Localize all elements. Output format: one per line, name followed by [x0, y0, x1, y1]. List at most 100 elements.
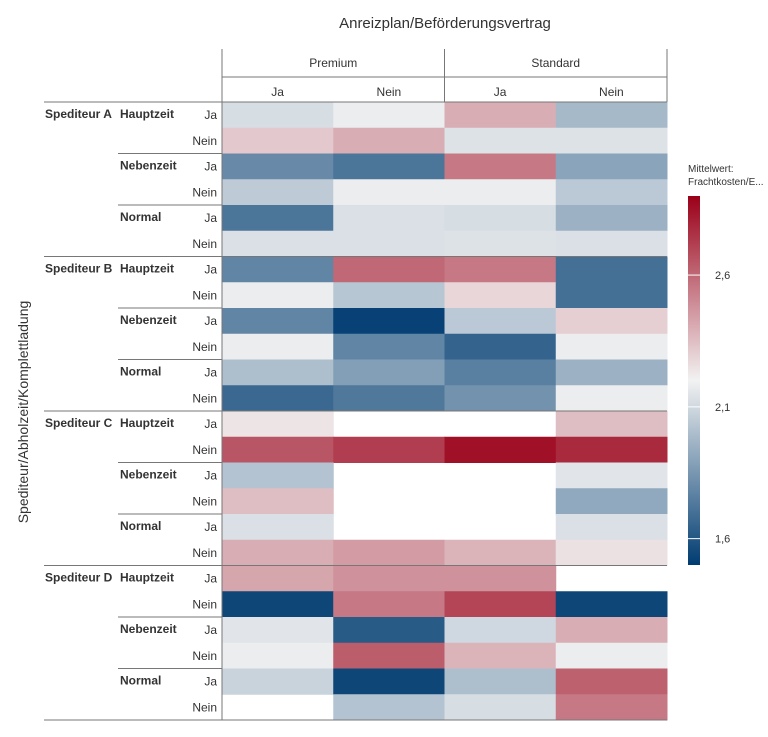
cell-1-0	[222, 127, 334, 154]
cell-10-3	[555, 359, 668, 386]
cell-21-2	[444, 642, 557, 669]
cell-0-1	[333, 102, 445, 129]
cell-11-2	[444, 385, 557, 412]
full-load-label: Ja	[204, 366, 217, 380]
full-load-label: Ja	[204, 211, 217, 225]
cell-11-0	[222, 385, 334, 412]
carrier-label: Spediteur A	[45, 107, 112, 121]
cell-10-0	[222, 359, 334, 386]
cell-12-0	[222, 411, 334, 438]
cell-8-0	[222, 308, 334, 335]
cell-12-3	[555, 411, 668, 438]
pickup-time-label: Nebenzeit	[120, 622, 177, 636]
cell-9-3	[555, 333, 668, 360]
carrier-label: Spediteur B	[45, 262, 113, 276]
legend-tick-label: 2,1	[715, 402, 730, 414]
pickup-time-label: Hauptzeit	[120, 416, 174, 430]
column-group-label: Premium	[309, 56, 357, 70]
cell-21-3	[555, 642, 668, 669]
cell-17-0	[222, 539, 334, 566]
full-load-label: Ja	[204, 469, 217, 483]
cell-5-0	[222, 230, 334, 257]
full-load-label: Nein	[192, 700, 217, 714]
column-sub-label: Ja	[494, 85, 507, 99]
full-load-label: Ja	[204, 314, 217, 328]
full-load-label: Ja	[204, 263, 217, 277]
cell-18-0	[222, 565, 334, 592]
cell-17-1	[333, 539, 445, 566]
cell-23-2	[444, 694, 557, 721]
legend-title-line-2: Frachtkosten/E...	[688, 177, 764, 188]
cell-22-2	[444, 668, 557, 695]
cell-3-2	[444, 179, 557, 206]
cell-13-1	[333, 436, 445, 463]
full-load-label: Ja	[204, 572, 217, 586]
y-axis-label: Spediteur/Abholzeit/Komplettladung	[15, 301, 31, 524]
pickup-time-label: Hauptzeit	[120, 262, 174, 276]
cell-4-3	[555, 205, 668, 232]
cell-21-1	[333, 642, 445, 669]
cell-15-3	[555, 488, 668, 515]
cell-19-1	[333, 591, 445, 618]
cell-15-0	[222, 488, 334, 515]
cell-20-2	[444, 617, 557, 644]
cell-2-2	[444, 153, 557, 180]
cell-3-1	[333, 179, 445, 206]
cell-14-3	[555, 462, 668, 489]
pickup-time-label: Nebenzeit	[120, 468, 177, 482]
cell-1-1	[333, 127, 445, 154]
full-load-label: Nein	[192, 237, 217, 251]
cell-0-2	[444, 102, 557, 129]
cell-8-1	[333, 308, 445, 335]
cell-20-3	[555, 617, 668, 644]
full-load-label: Ja	[204, 623, 217, 637]
column-sub-label: Nein	[599, 85, 624, 99]
cell-16-3	[555, 514, 668, 541]
cell-6-0	[222, 256, 334, 283]
cell-20-0	[222, 617, 334, 644]
cell-2-0	[222, 153, 334, 180]
full-load-label: Nein	[192, 185, 217, 199]
full-load-label: Ja	[204, 160, 217, 174]
full-load-label: Ja	[204, 417, 217, 431]
cell-10-2	[444, 359, 557, 386]
cell-11-1	[333, 385, 445, 412]
cell-2-1	[333, 153, 445, 180]
pickup-time-label: Nebenzeit	[120, 313, 177, 327]
column-sub-label: Ja	[271, 85, 284, 99]
full-load-label: Nein	[192, 134, 217, 148]
cell-7-1	[333, 282, 445, 309]
full-load-label: Nein	[192, 494, 217, 508]
cell-7-0	[222, 282, 334, 309]
cell-16-0	[222, 514, 334, 541]
heatmap-cells	[222, 102, 668, 721]
cell-19-0	[222, 591, 334, 618]
cell-9-1	[333, 333, 445, 360]
cell-8-2	[444, 308, 557, 335]
chart-title: Anreizplan/Beförderungsvertrag	[339, 15, 551, 32]
full-load-label: Nein	[192, 649, 217, 663]
cell-4-1	[333, 205, 445, 232]
cell-5-2	[444, 230, 557, 257]
column-sub-label: Nein	[377, 85, 402, 99]
cell-6-3	[555, 256, 668, 283]
full-load-label: Ja	[204, 675, 217, 689]
cell-0-3	[555, 102, 668, 129]
cell-5-3	[555, 230, 668, 257]
cell-13-2	[444, 436, 557, 463]
pickup-time-label: Hauptzeit	[120, 107, 174, 121]
pickup-time-label: Nebenzeit	[120, 159, 177, 173]
cell-5-1	[333, 230, 445, 257]
cell-7-2	[444, 282, 557, 309]
pickup-time-label: Normal	[120, 519, 161, 533]
cell-3-3	[555, 179, 668, 206]
cell-1-2	[444, 127, 557, 154]
pickup-time-label: Hauptzeit	[120, 571, 174, 585]
pickup-time-label: Normal	[120, 210, 161, 224]
carrier-label: Spediteur D	[45, 571, 113, 585]
cell-23-1	[333, 694, 445, 721]
cell-1-3	[555, 127, 668, 154]
full-load-label: Ja	[204, 520, 217, 534]
legend-tick-label: 2,6	[715, 270, 730, 282]
